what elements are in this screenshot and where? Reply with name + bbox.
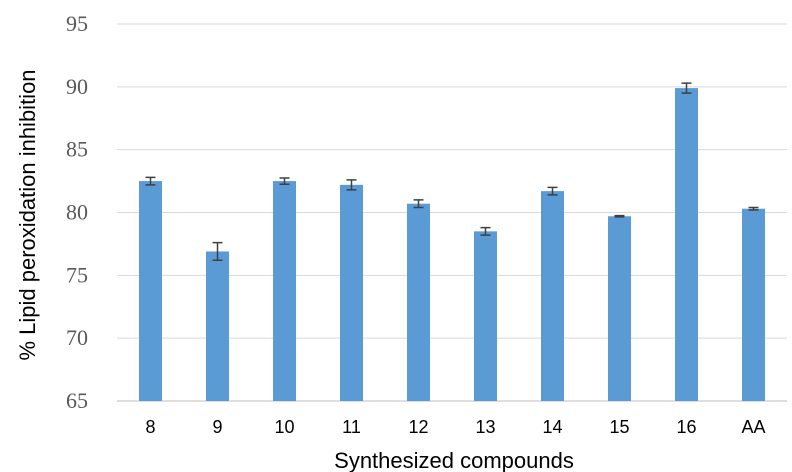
bar-8 — [139, 181, 162, 401]
y-tick-label-80: 80 — [66, 200, 88, 225]
x-tick-label-16: 16 — [676, 417, 696, 437]
x-tick-label-14: 14 — [542, 417, 562, 437]
bar-10 — [273, 181, 296, 401]
error-bar-13 — [480, 226, 491, 236]
error-bars — [145, 82, 759, 262]
y-tick-labels: 65 70 75 80 85 90 95 — [66, 11, 88, 413]
x-tick-label-13: 13 — [475, 417, 495, 437]
x-tick-label-8: 8 — [145, 417, 155, 437]
x-tick-label-AA: AA — [741, 417, 765, 437]
error-bar-16 — [681, 82, 692, 94]
error-bar-AA — [748, 206, 759, 211]
y-tick-label-65: 65 — [66, 388, 88, 413]
bar-AA — [742, 208, 765, 401]
error-bar-10 — [279, 177, 290, 185]
bar-9 — [206, 251, 229, 401]
x-tick-label-12: 12 — [408, 417, 428, 437]
error-bar-11 — [346, 179, 357, 191]
error-bar-9 — [212, 241, 223, 262]
bar-16 — [675, 88, 698, 401]
y-tick-label-75: 75 — [66, 262, 88, 287]
error-bar-15 — [614, 214, 625, 218]
bars — [139, 88, 765, 401]
y-tick-label-85: 85 — [66, 137, 88, 162]
x-tick-label-15: 15 — [609, 417, 629, 437]
bar-13 — [474, 231, 497, 401]
y-tick-label-95: 95 — [66, 11, 88, 36]
x-tick-label-10: 10 — [274, 417, 294, 437]
error-bar-14 — [547, 186, 558, 196]
y-axis-title: % Lipid peroxidation inhibition — [15, 69, 40, 360]
x-axis-title: Synthesized compounds — [334, 448, 574, 472]
bar-15 — [608, 216, 631, 401]
y-tick-label-70: 70 — [66, 325, 88, 350]
x-tick-label-9: 9 — [212, 417, 222, 437]
x-tick-label-11: 11 — [342, 417, 361, 437]
error-bar-8 — [145, 176, 156, 186]
bar-14 — [541, 191, 564, 401]
bar-11 — [340, 184, 363, 401]
y-tick-label-90: 90 — [66, 74, 88, 99]
error-bar-12 — [413, 199, 424, 209]
x-tick-labels: 8 9 10 11 12 13 14 15 16 AA — [145, 417, 765, 437]
bar-12 — [407, 203, 430, 401]
